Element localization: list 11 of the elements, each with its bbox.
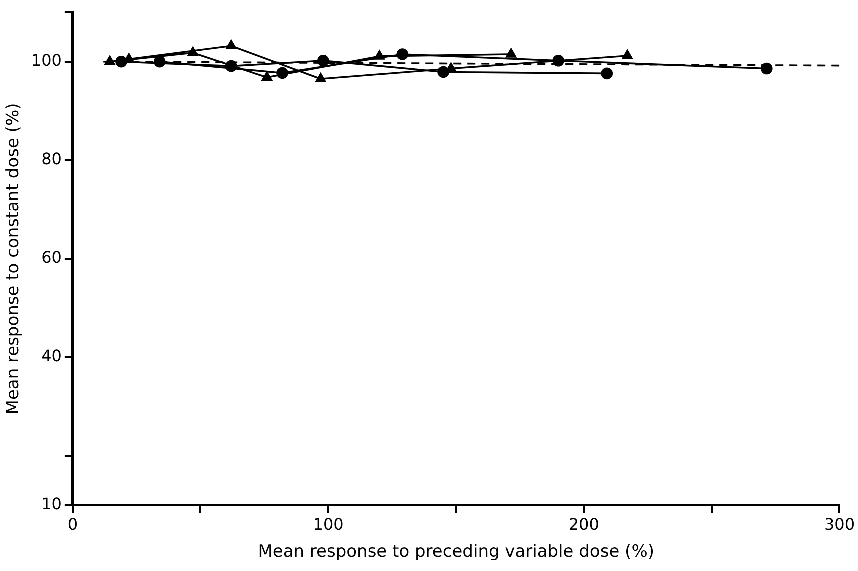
y-tick-label: 80 — [42, 150, 62, 169]
x-tick-label: 300 — [824, 515, 856, 534]
x-axis-title: Mean response to preceding variable dose (%) — [258, 542, 654, 562]
y-tick-label: 60 — [42, 248, 62, 268]
x-tick-label: 0 — [68, 515, 78, 534]
y-tick-label: 10 — [42, 494, 62, 514]
y-axis-title: Mean response to constant dose (%) — [4, 103, 24, 415]
x-tick-label: 100 — [313, 515, 344, 534]
y-tick-label: 100 — [31, 51, 62, 70]
y-tick-label: 40 — [42, 346, 62, 366]
x-tick-label: 200 — [568, 515, 600, 534]
